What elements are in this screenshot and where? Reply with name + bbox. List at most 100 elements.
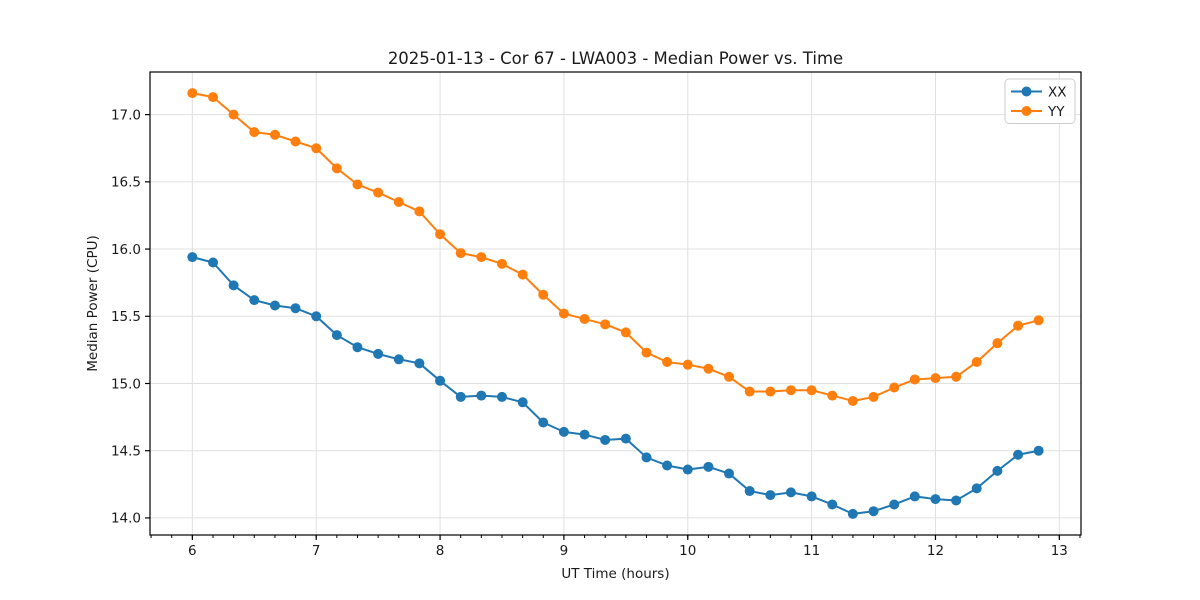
data-point-XX — [455, 391, 466, 402]
x-tick-label: 11 — [803, 543, 820, 559]
data-point-XX — [579, 429, 590, 440]
data-point-YY — [228, 109, 239, 120]
x-tick-label: 13 — [1051, 543, 1068, 559]
data-point-YY — [558, 308, 569, 319]
data-point-YY — [847, 395, 858, 406]
series-YY — [187, 88, 1044, 406]
data-point-YY — [187, 88, 198, 99]
data-point-YY — [951, 371, 962, 382]
data-point-XX — [682, 464, 693, 475]
y-tick-label: 14.0 — [111, 511, 141, 527]
data-point-YY — [992, 338, 1003, 349]
data-point-YY — [765, 386, 776, 397]
plot-frame — [149, 71, 1082, 536]
data-point-XX — [352, 342, 363, 353]
data-point-YY — [785, 385, 796, 396]
data-point-XX — [703, 461, 714, 472]
y-tick-label: 16.5 — [111, 175, 141, 191]
data-point-YY — [827, 390, 838, 401]
data-point-YY — [1013, 320, 1024, 331]
data-point-YY — [249, 127, 260, 138]
data-point-YY — [393, 197, 404, 208]
chart-title: 2025-01-13 - Cor 67 - LWA003 - Median Po… — [388, 49, 843, 68]
data-point-XX — [311, 311, 322, 322]
legend: XX YY — [1004, 78, 1076, 124]
y-tick-label: 15.0 — [111, 376, 141, 392]
series-line-YY — [191, 92, 1040, 402]
data-point-XX — [393, 354, 404, 365]
x-axis-label: UT Time (hours) — [561, 566, 669, 582]
data-point-YY — [373, 187, 384, 198]
data-point-XX — [187, 252, 198, 263]
data-point-XX — [249, 295, 260, 306]
data-point-YY — [724, 371, 735, 382]
legend-marker-YY — [1021, 106, 1032, 116]
data-point-XX — [847, 508, 858, 519]
data-point-YY — [208, 92, 219, 103]
data-point-YY — [868, 391, 879, 402]
data-point-XX — [331, 330, 342, 341]
data-point-YY — [744, 386, 755, 397]
data-point-XX — [228, 280, 239, 291]
data-point-YY — [806, 385, 817, 396]
data-point-XX — [496, 391, 507, 402]
data-point-XX — [476, 390, 487, 401]
data-point-XX — [744, 486, 755, 497]
data-point-XX — [538, 417, 549, 428]
x-tick-label: 9 — [560, 543, 569, 559]
data-point-XX — [208, 257, 219, 268]
data-point-YY — [269, 129, 280, 140]
y-tick-label: 14.5 — [111, 444, 141, 460]
legend-marker-XX — [1021, 86, 1032, 97]
data-point-YY — [889, 382, 900, 393]
data-point-XX — [600, 434, 611, 445]
data-point-XX — [909, 491, 920, 502]
series-line-XX — [191, 256, 1040, 515]
data-point-XX — [868, 506, 879, 517]
data-point-YY — [703, 363, 714, 374]
x-tick-label: 12 — [927, 543, 944, 559]
legend-label-YY: YY — [1047, 104, 1065, 120]
series-layer — [187, 88, 1044, 519]
data-point-YY — [971, 356, 982, 367]
data-point-XX — [785, 487, 796, 498]
data-point-YY — [641, 347, 652, 358]
data-point-YY — [290, 136, 301, 147]
y-tick-label: 17.0 — [111, 107, 141, 123]
data-point-YY — [331, 163, 342, 174]
legend-item-XX: XX — [1011, 84, 1067, 100]
data-point-YY — [352, 179, 363, 190]
data-point-YY — [455, 248, 466, 259]
data-point-YY — [496, 258, 507, 269]
grid-layer — [150, 72, 1081, 535]
y-axis-label: Median Power (CPU) — [85, 235, 101, 371]
data-point-YY — [538, 289, 549, 300]
data-point-YY — [662, 356, 673, 367]
data-point-XX — [827, 499, 838, 510]
data-point-XX — [971, 483, 982, 494]
data-point-XX — [558, 426, 569, 437]
data-point-YY — [600, 319, 611, 330]
tick-layer: 6 7 8 9 10 11 12 13 14.0 14.5 15.0 15.5 16.0 16.5 17.0 — [111, 107, 1081, 559]
data-point-YY — [682, 359, 693, 370]
x-tick-label: 7 — [312, 543, 321, 559]
data-point-YY — [579, 313, 590, 324]
data-point-XX — [414, 358, 425, 369]
data-point-YY — [311, 143, 322, 154]
data-point-XX — [620, 433, 631, 444]
data-point-XX — [290, 303, 301, 314]
data-point-XX — [517, 397, 528, 408]
y-tick-label: 15.5 — [111, 309, 141, 325]
data-point-XX — [641, 452, 652, 463]
data-point-XX — [765, 490, 776, 501]
data-point-XX — [662, 460, 673, 471]
y-tick-label: 16.0 — [111, 242, 141, 258]
data-point-XX — [269, 300, 280, 311]
data-point-YY — [930, 373, 941, 384]
data-point-XX — [951, 495, 962, 506]
data-point-XX — [435, 375, 446, 386]
data-point-XX — [1013, 449, 1024, 460]
data-point-XX — [806, 491, 817, 502]
